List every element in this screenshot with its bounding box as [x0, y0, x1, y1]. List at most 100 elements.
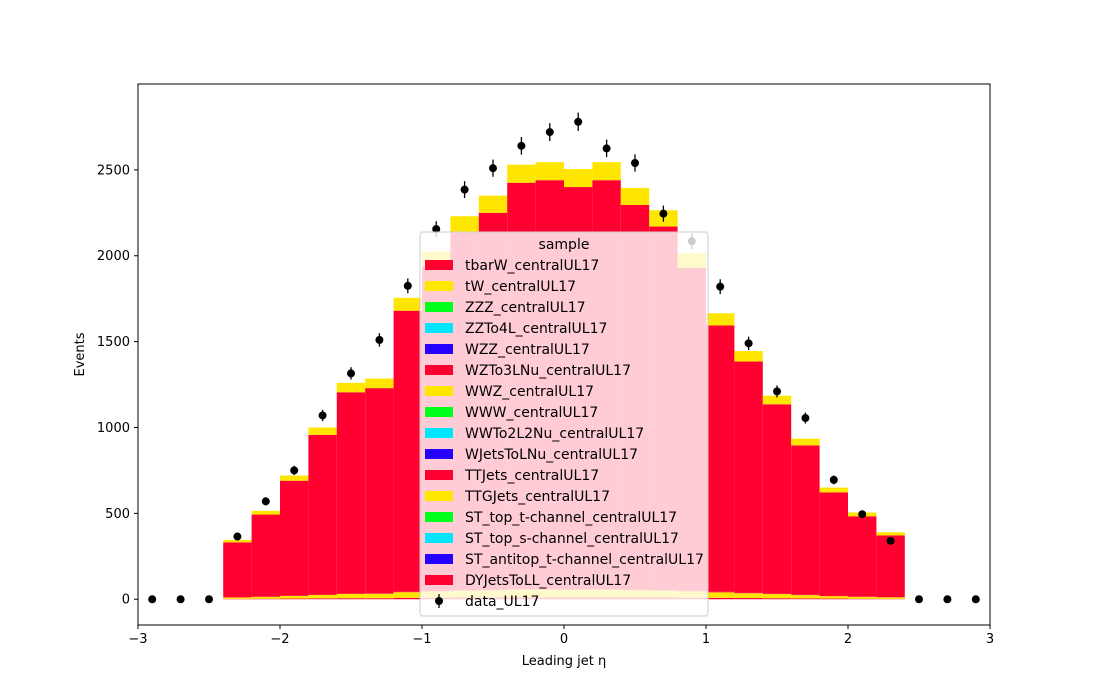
legend-entry-label: tW_centralUL17: [465, 279, 576, 295]
legend-swatch: [425, 428, 453, 438]
y-tick-label: 2500: [97, 163, 130, 178]
legend-entry-label: TTGJets_centralUL17: [464, 489, 610, 505]
legend-entry-label: WZTo3LNu_centralUL17: [465, 363, 631, 379]
data-point: [858, 510, 867, 519]
data-point: [773, 387, 781, 396]
legend-swatch: [425, 554, 453, 564]
data-point: [489, 164, 497, 173]
legend-swatch: [425, 260, 453, 270]
hist-bar-tw-centralul17-bin-21: [819, 596, 848, 599]
hist-bar-ttgjets-centralul17-bin-21: [819, 487, 848, 493]
legend-swatch: [425, 533, 453, 543]
legend-entries: tbarW_centralUL17 tW_centralUL17 ZZZ_centr…: [425, 258, 704, 610]
legend-entry-label: ST_antitop_t-channel_centralUL17: [465, 552, 704, 568]
hist-bar-tbarw-centralul17-bin-18: [734, 598, 763, 600]
data-point: [261, 497, 270, 506]
hist-bar-ttgjets-centralul17-bin-4: [336, 382, 366, 393]
hist-bar-ttjets-centralul17-bin-19: [762, 404, 792, 594]
hist-bar-tw-centralul17-bin-22: [848, 596, 877, 599]
y-tick-label: 500: [105, 507, 130, 522]
y-tick-label: 1000: [97, 421, 130, 436]
legend-entry-label: ZZTo4L_centralUL17: [465, 321, 607, 337]
x-tick-label: 3: [986, 632, 994, 647]
hist-bar-ttgjets-centralul17-bin-2: [280, 475, 309, 481]
legend: sample tbarW_centralUL17 tW_centralUL17 ZZ…: [419, 231, 709, 617]
hist-bar-ttgjets-centralul17-bin-9: [478, 195, 508, 213]
hist-bar-ttgjets-centralul17-bin-14: [620, 187, 650, 205]
data-points: [148, 112, 980, 604]
y-tick-label: 1500: [97, 335, 130, 350]
y-axis-ticks: 0 500 1000 1500 2000 2500: [97, 163, 138, 608]
y-tick-label: 2000: [97, 249, 130, 264]
data-point: [148, 595, 157, 604]
hist-bar-ttjets-centralul17-bin-22: [848, 516, 877, 597]
hist-bar-ttgjets-centralul17-bin-13: [592, 162, 621, 181]
hist-bar-tbarw-centralul17-bin-6: [393, 597, 422, 600]
hist-bar-ttjets-centralul17-bin-21: [819, 492, 848, 596]
hist-bar-tbarw-centralul17-bin-4: [336, 598, 366, 600]
data-point: [318, 411, 327, 420]
hist-bar-ttgjets-centralul17-bin-8: [450, 216, 479, 233]
legend-swatch: [425, 386, 453, 396]
legend-entry-label: DYJetsToLL_centralUL17: [465, 573, 631, 589]
legend-swatch: [425, 470, 453, 480]
hist-bar-tw-centralul17-bin-1: [251, 596, 280, 599]
legend-swatch: [425, 281, 453, 291]
hist-bar-ttjets-centralul17-bin-5: [365, 388, 394, 594]
data-point: [801, 414, 810, 423]
legend-swatch: [425, 512, 453, 522]
hist-bar-ttjets-centralul17-bin-0: [223, 542, 252, 598]
hist-bar-tw-centralul17-bin-3: [308, 594, 337, 599]
hist-bar-ttgjets-centralul17-bin-18: [734, 351, 763, 362]
x-axis-label: Leading jet η: [522, 654, 607, 669]
data-point: [659, 209, 668, 218]
hist-bar-wzto3lnu-centralul17-bin-6: [393, 591, 422, 593]
hist-bar-ttjets-centralul17-bin-1: [251, 514, 280, 597]
data-point: [716, 282, 725, 291]
x-tick-label: 1: [702, 632, 710, 647]
hist-bar-ttgjets-centralul17-bin-1: [251, 510, 280, 515]
legend-swatch: [425, 491, 453, 501]
hist-bar-tw-centralul17-bin-6: [393, 592, 422, 598]
legend-swatch: [425, 323, 453, 333]
legend-entry-label: WJetsToLNu_centralUL17: [465, 447, 638, 463]
hist-bar-ttgjets-centralul17-bin-12: [564, 169, 593, 188]
legend-entry-label: data_UL17: [465, 594, 539, 610]
legend-swatch: [425, 575, 453, 585]
hist-bar-tbarw-centralul17-bin-5: [365, 598, 394, 600]
data-point: [403, 281, 412, 290]
x-tick-label: −3: [128, 632, 147, 647]
data-point: [915, 595, 923, 604]
data-point: [290, 466, 299, 475]
hist-bar-tw-centralul17-bin-4: [336, 593, 366, 599]
legend-entry-label: TTJets_centralUL17: [464, 468, 599, 484]
legend-entry-label: ST_top_s-channel_centralUL17: [465, 531, 679, 547]
data-point: [602, 144, 611, 153]
hist-bar-ttjets-centralul17-bin-17: [706, 325, 735, 592]
y-axis-label: Events: [73, 332, 88, 376]
hist-bar-ttjets-centralul17-bin-6: [393, 310, 422, 592]
hist-bar-ttgjets-centralul17-bin-3: [308, 427, 337, 435]
hist-bar-ttgjets-centralul17-bin-17: [706, 313, 735, 326]
hist-bar-ttjets-centralul17-bin-20: [791, 445, 820, 595]
legend-entry-label: ZZZ_centralUL17: [465, 300, 586, 316]
data-point: [347, 369, 355, 378]
hist-bar-tbarw-centralul17-bin-19: [762, 598, 792, 600]
x-tick-label: 2: [844, 632, 852, 647]
hist-bar-tw-centralul17-bin-19: [762, 594, 792, 599]
hist-bar-tbarw-centralul17-bin-3: [308, 598, 337, 600]
legend-box: [419, 231, 709, 617]
data-point: [631, 159, 639, 168]
hist-bar-ttgjets-centralul17-bin-10: [507, 164, 536, 183]
hist-bar-ttgjets-centralul17-bin-20: [791, 438, 820, 446]
hist-bar-tw-centralul17-bin-5: [365, 593, 394, 599]
data-point: [375, 335, 384, 344]
hist-bar-ttgjets-centralul17-bin-5: [365, 378, 394, 389]
hist-bar-ttgjets-centralul17-bin-6: [393, 297, 422, 311]
hist-bar-tbarw-centralul17-bin-1: [251, 598, 280, 600]
data-point: [205, 595, 213, 604]
hist-bar-ttjets-centralul17-bin-4: [336, 392, 366, 594]
data-point: [545, 128, 554, 137]
data-point: [176, 595, 185, 604]
hist-bar-tbarw-centralul17-bin-21: [819, 598, 848, 600]
